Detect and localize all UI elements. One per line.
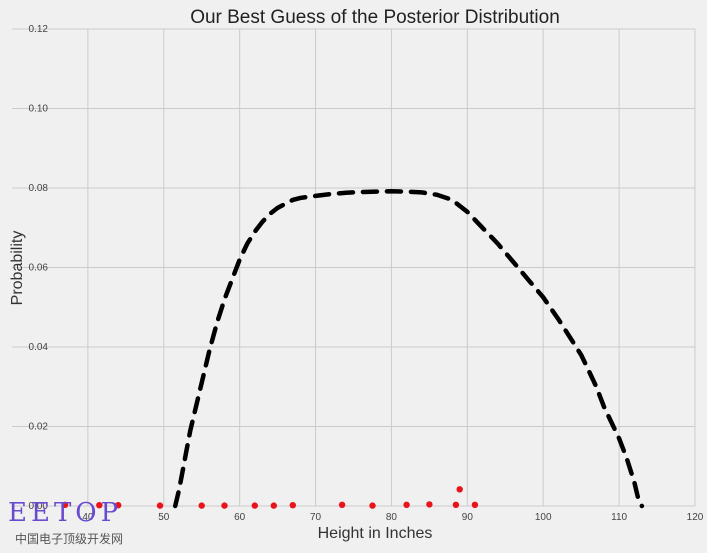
- x-tick-label: 110: [611, 512, 627, 523]
- data-point: [156, 502, 164, 509]
- data-point: [96, 502, 103, 509]
- data-point: [221, 502, 228, 509]
- x-axis-label: Height in Inches: [318, 525, 433, 542]
- y-axis-label: Probability: [9, 231, 26, 306]
- observed-points: [61, 486, 479, 509]
- data-point: [403, 501, 410, 508]
- chart-title: Our Best Guess of the Posterior Distribu…: [190, 7, 560, 28]
- data-point: [198, 502, 205, 509]
- data-point: [61, 501, 69, 508]
- posterior-dashed-line: [172, 188, 645, 509]
- x-tick-label: 120: [687, 512, 704, 523]
- data-point: [251, 502, 258, 509]
- x-tick-label: 80: [386, 512, 398, 523]
- y-tick-label: 0.04: [29, 342, 49, 353]
- y-tick-label: 0.06: [29, 263, 49, 274]
- y-tick-label: 0.10: [29, 104, 49, 115]
- data-point: [289, 502, 296, 509]
- data-point: [471, 501, 479, 508]
- grid: [12, 28, 696, 507]
- data-point: [115, 502, 122, 509]
- y-tick-label: 0.12: [29, 24, 49, 35]
- x-tick-label: 50: [158, 512, 170, 523]
- x-axis-ticks: 40 50 60 70 80 90 100 110 120: [82, 512, 703, 523]
- y-tick-label: 0.00: [29, 501, 49, 512]
- posterior-curve: [172, 188, 645, 509]
- data-point: [456, 486, 463, 493]
- y-tick-label: 0.02: [29, 422, 49, 433]
- data-point: [452, 501, 460, 508]
- y-tick-label: 0.08: [29, 183, 49, 194]
- x-tick-label: 70: [310, 512, 322, 523]
- eetop-logo: EETOP: [8, 498, 123, 528]
- data-point: [369, 502, 376, 509]
- eetop-caption: 中国电子顶级开发网: [15, 532, 124, 546]
- x-tick-label: 40: [82, 512, 94, 523]
- x-tick-label: 60: [234, 512, 246, 523]
- x-tick-label: 100: [535, 512, 552, 523]
- x-tick-label: 90: [462, 512, 474, 523]
- data-point: [426, 501, 433, 508]
- data-point: [270, 502, 277, 509]
- data-point: [338, 501, 346, 508]
- y-axis-ticks: 0.00 0.02 0.04 0.06 0.08 0.10 0.12: [29, 24, 49, 512]
